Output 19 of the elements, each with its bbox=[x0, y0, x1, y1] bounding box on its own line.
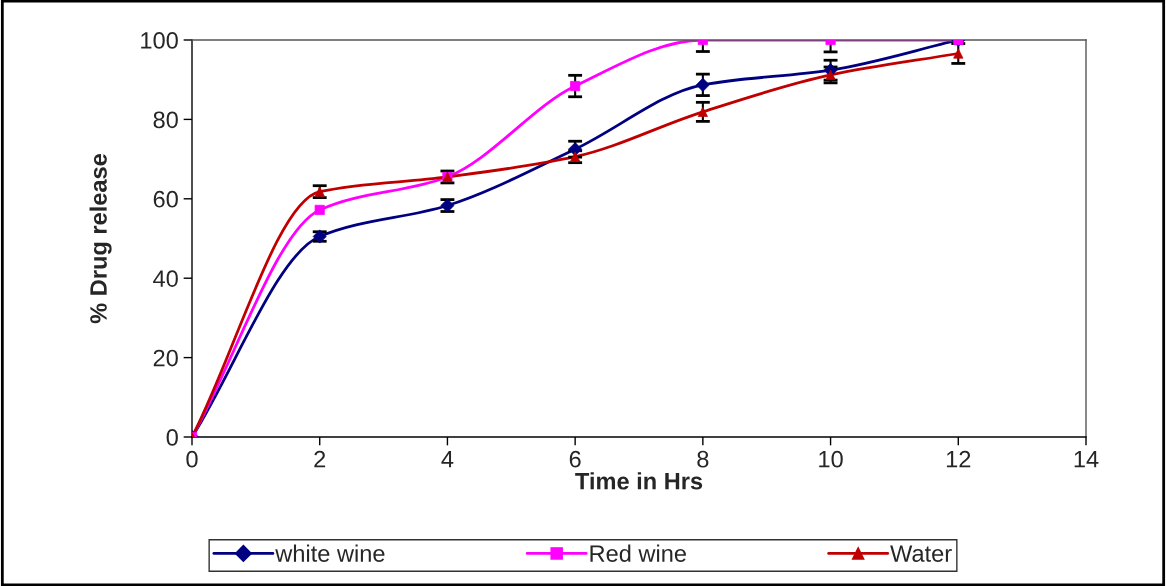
x-tick-label: 6 bbox=[569, 450, 581, 468]
x-tick-label: 14 bbox=[1074, 451, 1099, 468]
legend-label: Water bbox=[890, 545, 952, 562]
x-tick-label: 12 bbox=[946, 450, 971, 468]
legend-label: white wine bbox=[275, 544, 385, 562]
y-tick-label: 60 bbox=[153, 190, 178, 208]
legend-label: Red wine bbox=[590, 544, 686, 562]
x-tick-label: 8 bbox=[697, 450, 709, 468]
x-tick-label: 4 bbox=[441, 451, 454, 468]
y-tick-label: 100 bbox=[141, 32, 178, 49]
x-tick-label: 0 bbox=[186, 450, 198, 468]
x-tick-label: 2 bbox=[314, 450, 326, 468]
y-tick-label: 80 bbox=[153, 111, 178, 129]
y-axis-title: % Drug release bbox=[89, 154, 112, 324]
x-tick-label: 10 bbox=[819, 450, 843, 468]
x-axis-title: Time in Hrs bbox=[575, 472, 703, 490]
y-tick-label: 0 bbox=[166, 429, 178, 446]
y-tick-label: 40 bbox=[153, 270, 178, 287]
y-tick-label: 20 bbox=[153, 349, 178, 367]
